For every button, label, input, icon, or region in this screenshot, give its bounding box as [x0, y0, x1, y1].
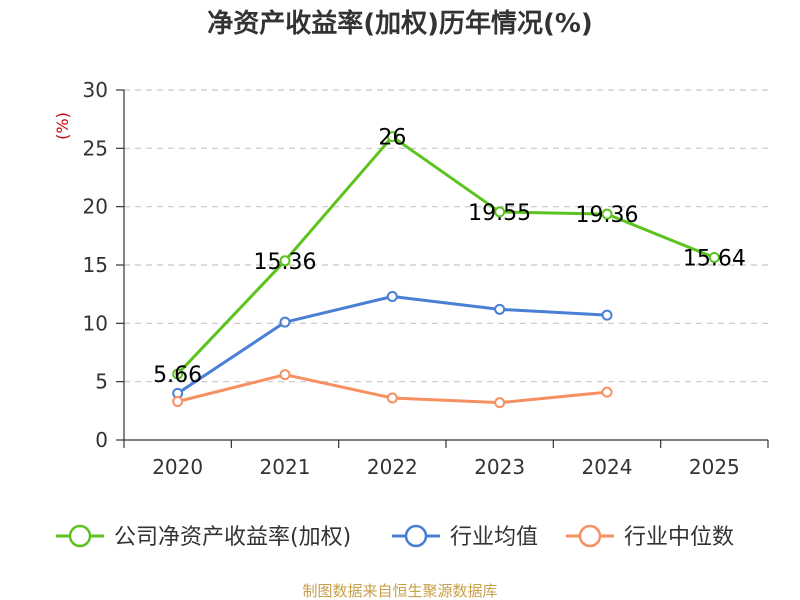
data-point: [601, 208, 613, 220]
x-tick-label: 2024: [582, 455, 633, 479]
data-point: [172, 396, 184, 407]
data-label: 15.64: [683, 247, 746, 272]
legend: 公司净资产收益率(加权) 行业均值 行业中位数: [56, 524, 734, 550]
data-point: [601, 386, 613, 398]
x-tick-label: 2025: [689, 455, 740, 479]
series: [172, 131, 720, 409]
data-label: 19.36: [576, 203, 639, 228]
y-tick-label: 0: [95, 428, 108, 452]
y-tick-label: 30: [83, 78, 108, 102]
x-tick-label: 2022: [367, 455, 418, 479]
data-point: [386, 131, 398, 143]
data-point: [494, 303, 506, 315]
y-tick-label: 20: [83, 195, 108, 219]
data-point: [279, 316, 291, 328]
legend-entry: 行业均值: [450, 525, 538, 550]
data-point: [172, 368, 184, 380]
gridlines: [124, 89, 768, 383]
y-axis-unit: (%): [53, 112, 72, 140]
y-tick-label: 25: [83, 136, 108, 160]
chart-title: 净资产收益率(加权)历年情况(%): [207, 8, 593, 39]
data-point: [279, 369, 291, 381]
data-label: 15.36: [254, 250, 317, 275]
data-point: [601, 309, 613, 321]
data-label: 26: [378, 126, 406, 151]
x-tick-label: 2020: [152, 455, 203, 479]
series-line-1: [176, 295, 608, 395]
data-point: [386, 291, 398, 302]
legend-entry: 行业中位数: [624, 525, 734, 550]
x-tick-label: 2021: [260, 455, 311, 479]
data-point: [494, 397, 506, 409]
source-note: 制图数据来自恒生聚源数据库: [302, 582, 497, 600]
data-labels: 5.66 15.36 26 19.55 19.36 15.64: [153, 126, 746, 388]
data-label: 5.66: [153, 363, 202, 388]
x-tick-label: 2023: [474, 455, 525, 479]
data-point: [708, 252, 720, 264]
data-point: [386, 392, 398, 404]
y-tick-label: 10: [83, 311, 108, 335]
legend-marker: [404, 524, 428, 548]
data-point: [279, 255, 291, 267]
data-point: [494, 206, 506, 218]
y-tick-label: 5: [95, 370, 108, 394]
y-tick-label: 15: [83, 253, 108, 277]
data-label: 19.55: [468, 201, 531, 226]
legend-entry: 公司净资产收益率(加权): [114, 525, 351, 550]
legend-marker: [68, 524, 92, 548]
legend-marker: [578, 524, 602, 548]
series-line-0: [176, 135, 715, 375]
